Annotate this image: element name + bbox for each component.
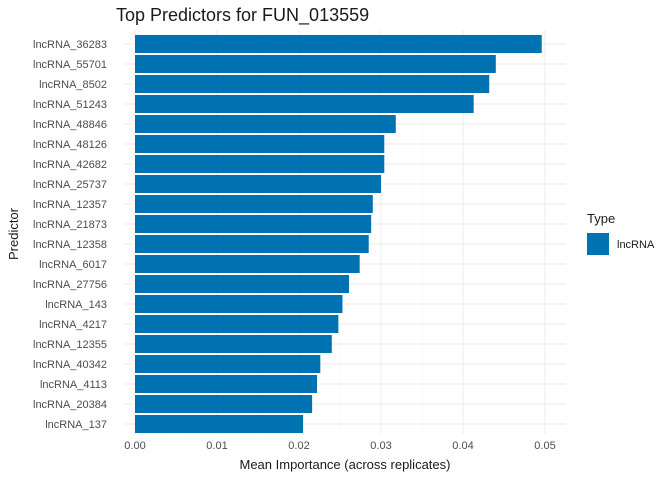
- x-tick-label: 0.02: [288, 440, 309, 452]
- y-tick-label: lncRNA_21873: [33, 219, 107, 231]
- y-tick-label: lncRNA_137: [45, 419, 107, 431]
- chart-title: Top Predictors for FUN_013559: [116, 5, 369, 26]
- y-tick-labels: lncRNA_36283 lncRNA_55701 lncRNA_8502 lncRN…: [33, 39, 107, 431]
- y-tick-label: lncRNA_36283: [33, 39, 107, 51]
- y-tick-label: lncRNA_48846: [33, 119, 107, 131]
- y-tick-label: lncRNA_6017: [39, 259, 107, 271]
- bar: [135, 355, 321, 373]
- legend-key-lncRNA: [587, 233, 609, 255]
- x-tick-label: 0.05: [534, 440, 555, 452]
- y-tick-label: lncRNA_12355: [33, 339, 107, 351]
- bar: [135, 175, 381, 193]
- x-axis-title: Mean Importance (across replicates): [240, 457, 451, 472]
- legend-label-lncRNA: lncRNA: [617, 239, 655, 251]
- y-tick-label: lncRNA_12358: [33, 239, 107, 251]
- x-tick-label: 0.00: [124, 440, 145, 452]
- y-tick-label: lncRNA_20384: [33, 399, 107, 411]
- bar: [135, 135, 385, 153]
- bar: [135, 95, 474, 113]
- legend-title: Type: [587, 211, 615, 226]
- bar: [135, 35, 542, 53]
- x-tick-label: 0.03: [370, 440, 391, 452]
- bar: [135, 155, 385, 173]
- y-tick-label: lncRNA_51243: [33, 99, 107, 111]
- bar: [135, 255, 360, 273]
- x-tick-label: 0.01: [206, 440, 227, 452]
- y-tick-label: lncRNA_4113: [40, 379, 107, 391]
- y-axis-title: Predictor: [6, 207, 21, 260]
- y-tick-label: lncRNA_25737: [33, 179, 107, 191]
- bar: [135, 335, 332, 353]
- bar: [135, 415, 304, 433]
- bar: [135, 115, 396, 133]
- bar: [135, 75, 490, 93]
- x-tick-label: 0.04: [452, 440, 473, 452]
- y-tick-label: lncRNA_27756: [33, 279, 107, 291]
- bar: [135, 235, 369, 253]
- bar: [135, 295, 343, 313]
- bar: [135, 315, 339, 333]
- bars: [135, 35, 542, 433]
- bar: [135, 55, 496, 73]
- y-tick-label: lncRNA_40342: [33, 359, 107, 371]
- y-tick-label: lncRNA_48126: [33, 139, 107, 151]
- legend: Type lncRNA: [587, 211, 655, 255]
- y-tick-label: lncRNA_55701: [33, 59, 107, 71]
- x-tick-labels: 0.00 0.01 0.02 0.03 0.04 0.05: [124, 440, 555, 452]
- y-tick-label: lncRNA_42682: [33, 159, 107, 171]
- bar: [135, 195, 373, 213]
- bar: [135, 215, 372, 233]
- bar: [135, 275, 350, 293]
- y-tick-label: lncRNA_4217: [39, 319, 107, 331]
- y-tick-label: lncRNA_8502: [39, 79, 107, 91]
- bar: [135, 375, 318, 393]
- bar: [135, 395, 313, 413]
- y-tick-label: lncRNA_143: [45, 299, 107, 311]
- y-tick-label: lncRNA_12357: [33, 199, 107, 211]
